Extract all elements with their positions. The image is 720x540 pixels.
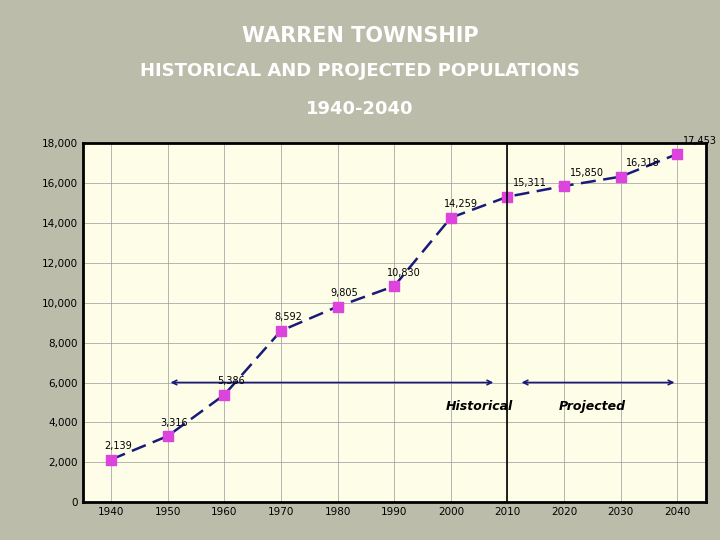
Text: 16,318: 16,318 <box>626 158 660 168</box>
Text: HISTORICAL AND PROJECTED POPULATIONS: HISTORICAL AND PROJECTED POPULATIONS <box>140 62 580 80</box>
Point <box>275 327 287 335</box>
Text: WARREN TOWNSHIP: WARREN TOWNSHIP <box>242 25 478 45</box>
Text: 9,805: 9,805 <box>330 288 359 298</box>
Point <box>672 150 683 158</box>
Text: 15,311: 15,311 <box>513 178 547 188</box>
Text: 15,850: 15,850 <box>570 167 603 178</box>
Text: 2,139: 2,139 <box>104 441 132 451</box>
Text: 17,453: 17,453 <box>683 136 717 146</box>
Text: 1940-2040: 1940-2040 <box>306 100 414 118</box>
Text: 3,316: 3,316 <box>161 418 189 428</box>
Point <box>162 431 174 440</box>
Text: 14,259: 14,259 <box>444 199 478 210</box>
Text: 5,386: 5,386 <box>217 376 245 387</box>
Text: Historical: Historical <box>446 401 513 414</box>
Text: Projected: Projected <box>559 401 626 414</box>
Text: 8,592: 8,592 <box>274 313 302 322</box>
Point <box>219 390 230 399</box>
Point <box>332 302 343 311</box>
Point <box>615 172 626 181</box>
Point <box>388 282 400 291</box>
Point <box>105 455 117 464</box>
Text: 10,830: 10,830 <box>387 268 421 278</box>
Point <box>558 181 570 190</box>
Point <box>445 213 456 222</box>
Point <box>502 192 513 201</box>
